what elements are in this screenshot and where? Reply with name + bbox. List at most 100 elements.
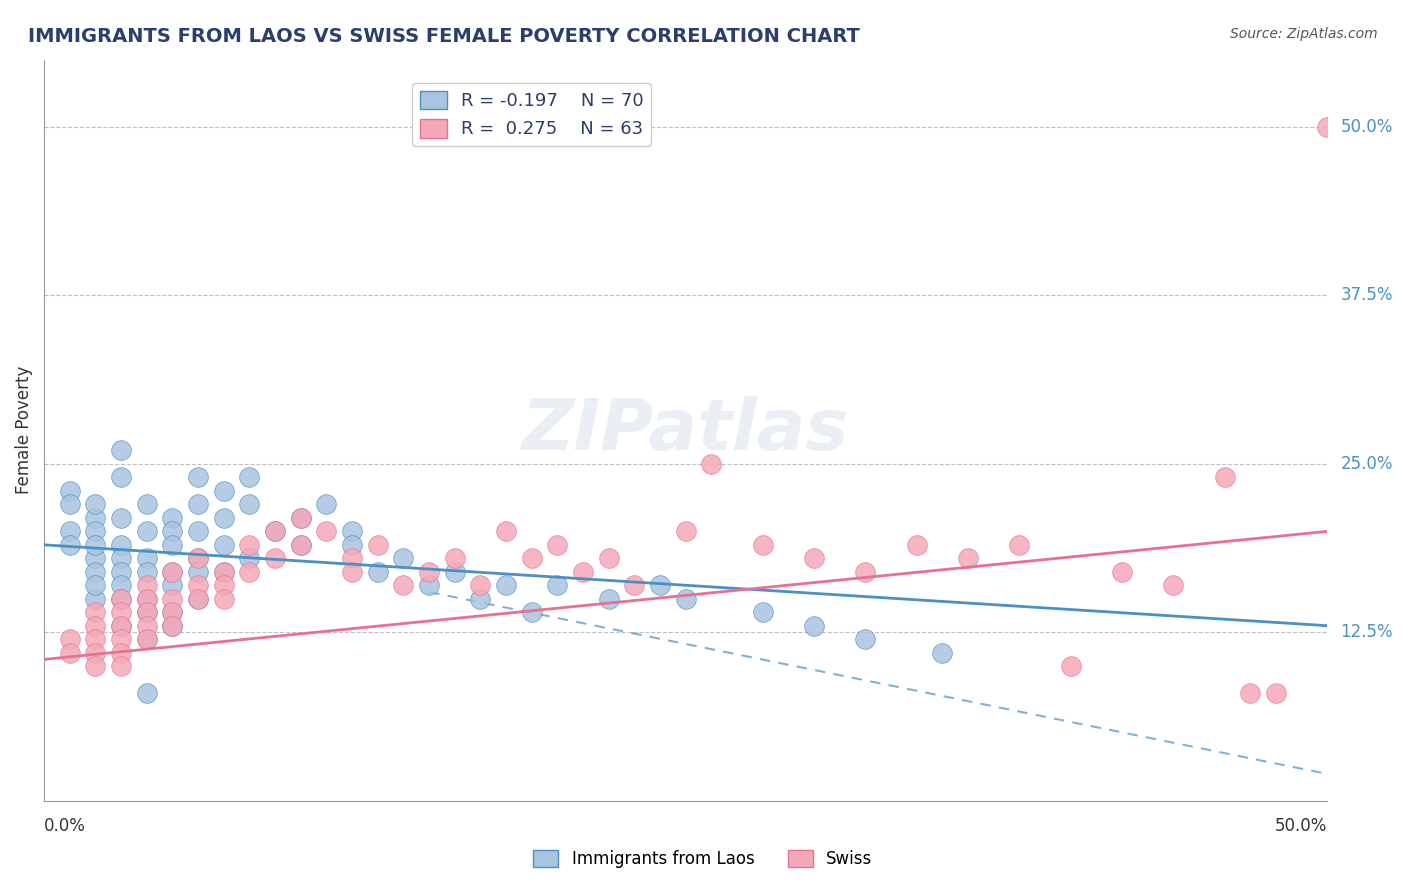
- Point: [212, 538, 235, 552]
- Point: [546, 538, 568, 552]
- Point: [59, 538, 82, 552]
- Point: [1060, 659, 1083, 673]
- Point: [162, 511, 184, 525]
- Point: [367, 565, 389, 579]
- Point: [110, 511, 132, 525]
- Point: [212, 565, 235, 579]
- Point: [238, 470, 260, 484]
- Point: [418, 565, 440, 579]
- Point: [84, 591, 107, 606]
- Point: [110, 470, 132, 484]
- Point: [84, 524, 107, 539]
- Point: [1163, 578, 1185, 592]
- Point: [598, 591, 620, 606]
- Point: [162, 618, 184, 632]
- Point: [59, 646, 82, 660]
- Point: [340, 565, 363, 579]
- Point: [264, 551, 287, 566]
- Point: [187, 470, 209, 484]
- Point: [84, 511, 107, 525]
- Point: [162, 565, 184, 579]
- Legend: Immigrants from Laos, Swiss: Immigrants from Laos, Swiss: [527, 843, 879, 875]
- Point: [238, 551, 260, 566]
- Point: [905, 538, 928, 552]
- Point: [572, 565, 595, 579]
- Point: [59, 524, 82, 539]
- Point: [315, 497, 337, 511]
- Point: [110, 443, 132, 458]
- Point: [340, 524, 363, 539]
- Point: [392, 551, 415, 566]
- Point: [290, 538, 312, 552]
- Point: [931, 646, 953, 660]
- Point: [700, 457, 723, 471]
- Point: [162, 524, 184, 539]
- Point: [238, 497, 260, 511]
- Point: [855, 632, 877, 647]
- Point: [187, 578, 209, 592]
- Point: [84, 497, 107, 511]
- Point: [187, 565, 209, 579]
- Point: [470, 591, 492, 606]
- Point: [290, 538, 312, 552]
- Point: [650, 578, 672, 592]
- Point: [803, 618, 825, 632]
- Point: [340, 551, 363, 566]
- Point: [187, 591, 209, 606]
- Y-axis label: Female Poverty: Female Poverty: [15, 366, 32, 494]
- Point: [135, 524, 157, 539]
- Point: [59, 483, 82, 498]
- Point: [135, 632, 157, 647]
- Point: [84, 538, 107, 552]
- Point: [340, 538, 363, 552]
- Point: [367, 538, 389, 552]
- Point: [212, 483, 235, 498]
- Point: [110, 591, 132, 606]
- Point: [675, 524, 697, 539]
- Point: [623, 578, 645, 592]
- Point: [135, 551, 157, 566]
- Point: [84, 632, 107, 647]
- Point: [162, 605, 184, 619]
- Point: [1008, 538, 1031, 552]
- Point: [59, 497, 82, 511]
- Point: [187, 497, 209, 511]
- Point: [212, 591, 235, 606]
- Point: [135, 591, 157, 606]
- Point: [212, 565, 235, 579]
- Point: [110, 578, 132, 592]
- Legend: R = -0.197    N = 70, R =  0.275    N = 63: R = -0.197 N = 70, R = 0.275 N = 63: [412, 84, 651, 145]
- Point: [495, 578, 517, 592]
- Point: [110, 538, 132, 552]
- Point: [59, 632, 82, 647]
- Point: [84, 551, 107, 566]
- Point: [135, 605, 157, 619]
- Point: [264, 524, 287, 539]
- Point: [135, 591, 157, 606]
- Point: [752, 605, 775, 619]
- Point: [110, 632, 132, 647]
- Point: [957, 551, 980, 566]
- Text: 37.5%: 37.5%: [1340, 286, 1393, 304]
- Point: [84, 565, 107, 579]
- Point: [84, 605, 107, 619]
- Point: [110, 551, 132, 566]
- Point: [443, 551, 465, 566]
- Point: [212, 578, 235, 592]
- Text: 50.0%: 50.0%: [1275, 816, 1327, 835]
- Point: [162, 538, 184, 552]
- Point: [135, 565, 157, 579]
- Point: [1265, 686, 1288, 700]
- Point: [238, 565, 260, 579]
- Point: [495, 524, 517, 539]
- Point: [855, 565, 877, 579]
- Point: [187, 591, 209, 606]
- Point: [135, 605, 157, 619]
- Point: [443, 565, 465, 579]
- Point: [752, 538, 775, 552]
- Point: [598, 551, 620, 566]
- Point: [418, 578, 440, 592]
- Point: [110, 618, 132, 632]
- Point: [212, 511, 235, 525]
- Point: [110, 605, 132, 619]
